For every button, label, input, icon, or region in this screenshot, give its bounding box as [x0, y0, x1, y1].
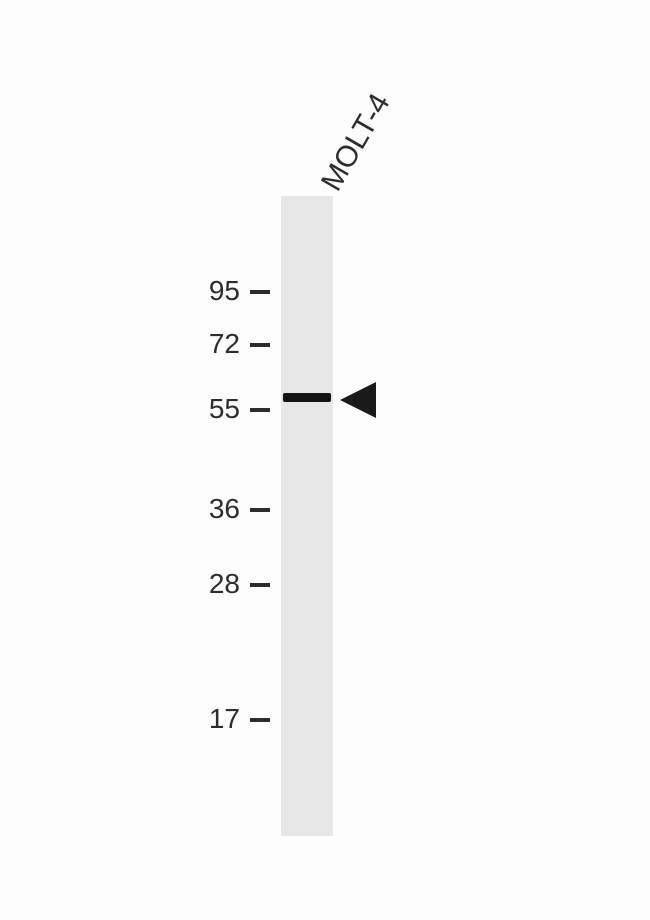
mw-tick [250, 290, 270, 294]
mw-tick [250, 583, 270, 587]
western-blot-figure: MOLT-4 957255362817 [0, 0, 650, 920]
mw-label: 72 [209, 328, 240, 360]
mw-label: 17 [209, 703, 240, 735]
mw-label: 28 [209, 568, 240, 600]
mw-label: 55 [209, 393, 240, 425]
protein-band [283, 393, 331, 402]
blot-lane [281, 196, 333, 836]
mw-tick [250, 343, 270, 347]
mw-label: 36 [209, 493, 240, 525]
mw-tick [250, 408, 270, 412]
mw-label: 95 [209, 275, 240, 307]
mw-tick [250, 718, 270, 722]
mw-tick [250, 508, 270, 512]
band-indicator-arrow-icon [340, 382, 376, 418]
